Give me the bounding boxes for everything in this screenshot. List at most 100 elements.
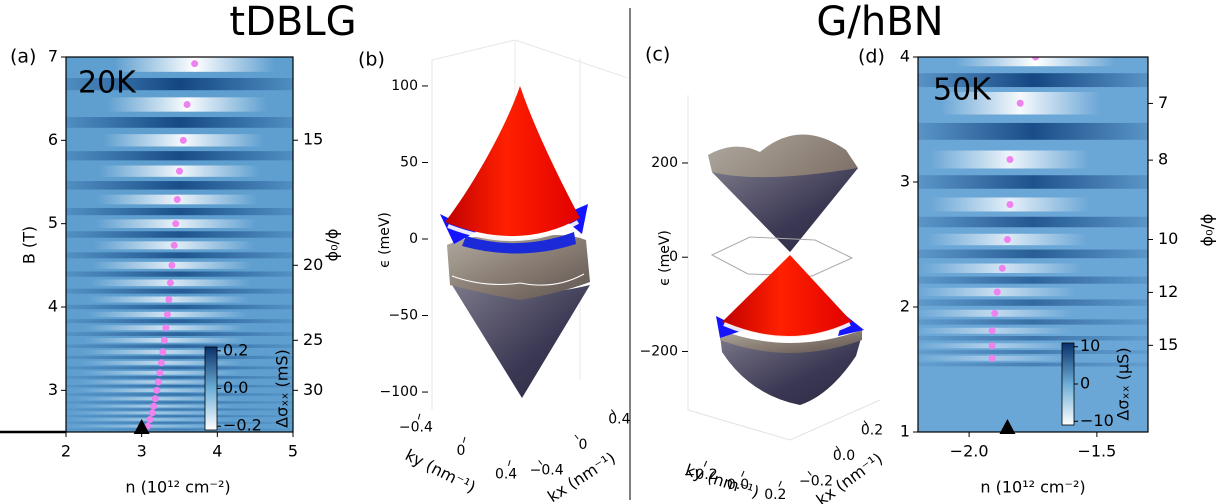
x-tick-label: 4 (212, 442, 222, 461)
heatmap-stripe (66, 344, 293, 348)
panel-label: (d) (858, 46, 885, 68)
data-point (149, 409, 156, 416)
data-point (1007, 156, 1014, 163)
y-tick-label: 5 (48, 213, 58, 232)
z-tick-label: −100 (380, 384, 418, 400)
k-tick-label: 0.4 (495, 466, 517, 482)
data-point (172, 220, 179, 227)
data-point (174, 196, 181, 203)
heatmap-stripe (66, 289, 293, 294)
x-axis-label: n (10¹² cm⁻²) (980, 478, 1085, 497)
group-title: tDBLG (229, 0, 356, 45)
heatmap-stripe (66, 231, 293, 238)
annotation: 50K (933, 73, 992, 108)
colorbar-tick-label: 10 (1080, 336, 1100, 355)
box-line (688, 410, 790, 440)
x-tick-label: −2.0 (950, 442, 989, 461)
data-point (156, 369, 163, 376)
colorbar-tick-label: 0 (1080, 374, 1090, 393)
k-tick-label: 0.2 (861, 423, 883, 439)
data-point (153, 387, 160, 394)
y2-tick-label: 10 (1158, 229, 1178, 248)
data-point (180, 137, 187, 144)
y-tick-label: 7 (48, 47, 58, 66)
surface-b (432, 40, 628, 410)
x-tick-label: −1.5 (1077, 442, 1116, 461)
heatmap-stripe (66, 376, 293, 379)
heatmap-stripe (66, 151, 293, 160)
upper-band-inner (712, 168, 858, 252)
heatmap-stripe (66, 208, 293, 215)
k-tick-label: 0.4 (608, 412, 630, 428)
heatmap-stripe (66, 117, 293, 128)
data-point (155, 379, 162, 386)
k-tick-label: 0.0 (833, 448, 855, 464)
data-point (1017, 100, 1024, 107)
heatmap-stripe (66, 252, 293, 258)
z-tick-label: −50 (388, 308, 418, 324)
k-tick-label: −0.4 (399, 420, 433, 436)
surface-c (688, 95, 880, 440)
data-point (999, 265, 1006, 272)
heatmap-stripe (918, 250, 1148, 259)
ky-axis-label: ky (nm⁻¹) (683, 460, 761, 502)
y2-tick-label: 7 (1158, 93, 1168, 112)
data-point (162, 324, 169, 331)
heatmap-stripe (66, 393, 293, 396)
data-point (176, 168, 183, 175)
heatmap-stripe (66, 356, 293, 359)
heatmap-stripe (66, 319, 293, 323)
data-point (168, 262, 175, 269)
heatmap-stripe (918, 175, 1148, 189)
data-point (171, 242, 178, 249)
data-point (191, 60, 198, 67)
data-point (994, 289, 1001, 296)
heatmap-stripe (66, 181, 293, 190)
data-point (989, 327, 996, 334)
y-tick-label: 4 (900, 47, 910, 66)
k-tick-label: 0.2 (764, 487, 786, 503)
annotation: 20K (78, 66, 137, 101)
z-tick-label: −200 (640, 343, 678, 359)
z-tick-label: 50 (400, 154, 418, 170)
upper-band (445, 86, 580, 236)
y-tick-label: 3 (900, 172, 910, 191)
data-point (165, 296, 172, 303)
y2-tick-label: 15 (303, 130, 323, 149)
z-axis-label: ϵ (meV) (657, 230, 673, 286)
colorbar-tick-label: 0.2 (223, 340, 248, 359)
y2-tick-label: 8 (1158, 150, 1168, 169)
y-axis-label: B (T) (20, 226, 39, 264)
y2-axis-label: ϕ₀/ϕ (1198, 214, 1217, 247)
y2-axis-label: ϕ₀/ϕ (323, 229, 342, 262)
data-point (152, 395, 159, 402)
data-point (161, 337, 168, 344)
y2-tick-label: 12 (1158, 282, 1178, 301)
heatmap-stripe (918, 319, 1148, 324)
colorbar (205, 347, 217, 430)
y2-tick-label: 15 (1158, 335, 1178, 354)
data-point (167, 279, 174, 286)
k-tick (742, 471, 744, 477)
x-tick-label: 5 (288, 442, 298, 461)
k-tick (418, 414, 420, 420)
box-line (432, 40, 515, 60)
heatmap-stripe (66, 401, 293, 403)
k-tick-label: −0.4 (530, 462, 564, 478)
data-point (1004, 236, 1011, 243)
data-point (989, 355, 996, 362)
panel-label: (a) (10, 46, 36, 68)
figure: tDBLG G/hBN 2345345671520253020K(a)n (10… (0, 0, 1226, 504)
k-tick (779, 481, 781, 487)
y-tick-label: 6 (48, 130, 58, 149)
lower-band (452, 285, 590, 398)
heatmap-stripe (918, 123, 1148, 140)
y2-tick-label: 30 (303, 380, 323, 399)
y-tick-label: 4 (48, 297, 58, 316)
y-tick-label: 2 (900, 297, 910, 316)
data-point (184, 101, 191, 108)
colorbar-tick-label: −10 (1080, 411, 1114, 430)
z-tick-label: 0 (409, 231, 418, 247)
heatmap-stripe (918, 336, 1148, 341)
colorbar-label: Δσₓₓ (μS) (1114, 347, 1133, 420)
